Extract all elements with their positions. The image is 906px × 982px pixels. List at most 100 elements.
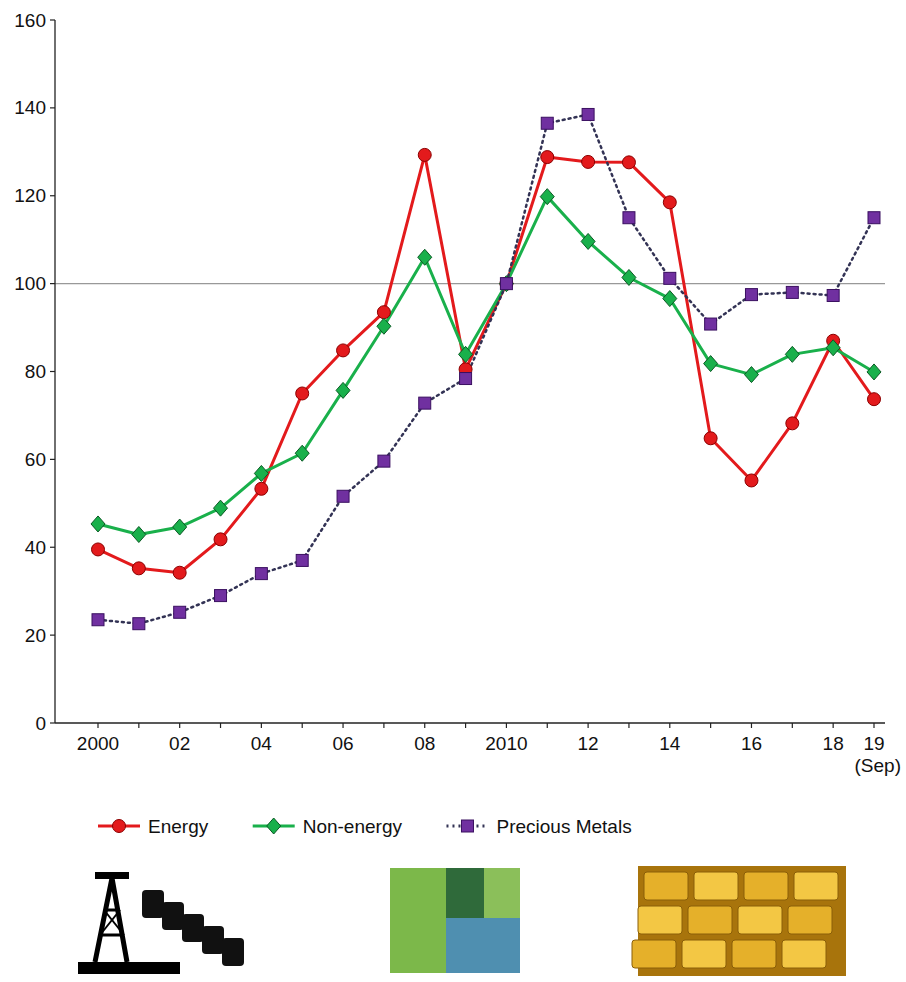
point <box>745 474 758 487</box>
x-tick <box>383 723 384 728</box>
point <box>296 387 309 400</box>
point <box>214 533 227 546</box>
point <box>336 382 350 398</box>
legend-marker <box>267 818 281 834</box>
x-tick-label: 14 <box>659 733 681 754</box>
point <box>214 500 228 516</box>
point <box>582 155 595 168</box>
legend-marker <box>461 820 473 832</box>
point <box>295 445 309 461</box>
y-tick-label: 80 <box>25 361 46 382</box>
point <box>173 566 186 579</box>
y-tick <box>50 371 55 372</box>
point <box>744 367 758 383</box>
point <box>377 318 391 334</box>
point <box>296 554 308 566</box>
legend-item: Non-energy <box>253 816 403 837</box>
point <box>785 346 799 362</box>
x-tick <box>751 723 752 728</box>
legend-label: Energy <box>148 816 209 837</box>
y-tick <box>50 195 55 196</box>
x-tick <box>302 723 303 728</box>
series-line <box>98 114 874 623</box>
series-line <box>98 155 874 573</box>
point <box>337 344 350 357</box>
point <box>174 606 186 618</box>
y-tick-label: 60 <box>25 449 46 470</box>
legend-marker <box>113 820 126 833</box>
point <box>92 543 105 556</box>
point <box>868 393 881 406</box>
point <box>337 490 349 502</box>
x-tick-label: 12 <box>578 733 599 754</box>
point <box>705 318 717 330</box>
y-tick-label: 20 <box>25 625 46 646</box>
x-tick-label: 04 <box>251 733 273 754</box>
point <box>500 277 513 290</box>
x-tick <box>710 723 711 728</box>
y-tick-label: 160 <box>14 10 46 31</box>
x-tick <box>792 723 793 728</box>
x-tick <box>588 723 589 728</box>
point <box>867 364 881 380</box>
point <box>459 346 473 362</box>
point <box>826 340 840 356</box>
x-tick <box>97 723 98 728</box>
y-tick <box>50 635 55 636</box>
point <box>623 212 635 224</box>
legend-item: Energy <box>98 816 209 837</box>
x-tick <box>506 723 507 728</box>
point <box>663 196 676 209</box>
y-tick <box>50 107 55 108</box>
x-tick <box>628 723 629 728</box>
x-tick <box>138 723 139 728</box>
point <box>132 527 146 543</box>
point <box>255 482 268 495</box>
y-tick-label: 0 <box>35 713 46 734</box>
point <box>582 108 594 120</box>
y-tick-label: 120 <box>14 185 46 206</box>
point <box>664 272 676 284</box>
point <box>254 465 268 481</box>
x-tick-label: 06 <box>332 733 353 754</box>
point <box>132 562 145 575</box>
y-tick <box>50 459 55 460</box>
point <box>460 373 472 385</box>
x-tick <box>342 723 343 728</box>
x-tick <box>179 723 180 728</box>
point <box>786 417 799 430</box>
point <box>419 397 431 409</box>
point <box>868 212 880 224</box>
x-tick <box>669 723 670 728</box>
y-tick <box>50 547 55 548</box>
y-tick <box>50 722 55 723</box>
point <box>704 356 718 372</box>
point <box>92 614 104 626</box>
point <box>418 148 431 161</box>
legend-item: Precious Metals <box>446 816 631 837</box>
x-tick-label: 08 <box>414 733 435 754</box>
point <box>704 432 717 445</box>
point <box>500 278 512 290</box>
point <box>499 276 513 292</box>
point <box>133 618 145 630</box>
x-tick <box>261 723 262 728</box>
x-tick-label: 02 <box>169 733 190 754</box>
point <box>541 151 554 164</box>
x-tick <box>424 723 425 728</box>
y-tick-label: 40 <box>25 537 46 558</box>
series-line <box>98 197 874 535</box>
y-tick-label: 100 <box>14 273 46 294</box>
legend-label: Non-energy <box>303 816 403 837</box>
x-tick-label: 16 <box>741 733 762 754</box>
legend-label: Precious Metals <box>496 816 631 837</box>
plot-area <box>91 108 881 629</box>
y-tick <box>50 19 55 20</box>
y-tick-label: 140 <box>14 97 46 118</box>
x-tick-label: 2000 <box>77 733 119 754</box>
point <box>622 156 635 169</box>
point <box>255 568 267 580</box>
icons <box>78 866 846 976</box>
x-tick <box>873 723 874 728</box>
point <box>91 516 105 532</box>
